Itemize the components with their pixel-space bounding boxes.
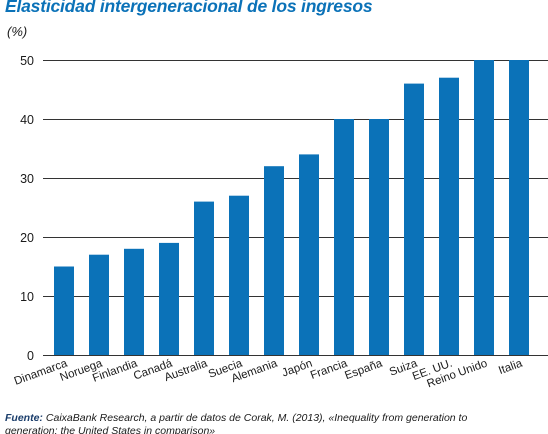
gridlines <box>43 60 548 297</box>
x-tick-label: Italia <box>497 357 524 377</box>
bar-ee-uu- <box>439 77 459 355</box>
bar-suiza <box>404 83 424 355</box>
source-note: Fuente: CaixaBank Research, a partir de d… <box>5 412 545 434</box>
chart-title-container: Elasticidad intergeneracional de los ing… <box>0 0 548 19</box>
bar-italia <box>509 60 529 355</box>
y-tick-label-20: 20 <box>20 231 34 245</box>
bar-australia <box>194 201 214 355</box>
y-tick-label-10: 10 <box>20 290 34 304</box>
y-axis-unit-label: (%) <box>7 24 28 39</box>
bar-dinamarca <box>54 266 74 355</box>
y-tick-label-40: 40 <box>20 113 34 127</box>
x-tick-label: Francia <box>309 357 350 382</box>
chart-title: Elasticidad intergeneracional de los ing… <box>5 0 373 16</box>
x-tick-label: España <box>343 357 384 382</box>
source-text-1: CaixaBank Research, a partir de datos de… <box>45 412 468 424</box>
bar-japón <box>299 154 319 355</box>
y-tick-label-30: 30 <box>20 172 34 186</box>
bar-reino-unido <box>474 60 494 355</box>
bars <box>54 60 529 355</box>
bar-espa-a <box>369 119 389 355</box>
bar-alemania <box>264 166 284 355</box>
bar-noruega <box>89 254 109 355</box>
source-line-1: Fuente: CaixaBank Research, a partir de d… <box>5 412 545 425</box>
x-tick-label: Japón <box>280 358 314 380</box>
bar-finlandia <box>124 248 144 355</box>
y-tick-label-50: 50 <box>20 54 34 68</box>
source-label: Fuente: <box>5 412 43 424</box>
y-tick-labels: 0 10 20 30 40 50 <box>20 54 34 363</box>
x-tick-labels: DinamarcaNoruegaFinlandiaCanadáAustralia… <box>13 357 525 390</box>
bar-francia <box>334 119 354 355</box>
source-line-2: generation: the United States in compari… <box>5 425 216 434</box>
bar-suecia <box>229 195 249 355</box>
y-tick-label-0: 0 <box>27 349 34 363</box>
bar-canadá <box>159 242 179 355</box>
